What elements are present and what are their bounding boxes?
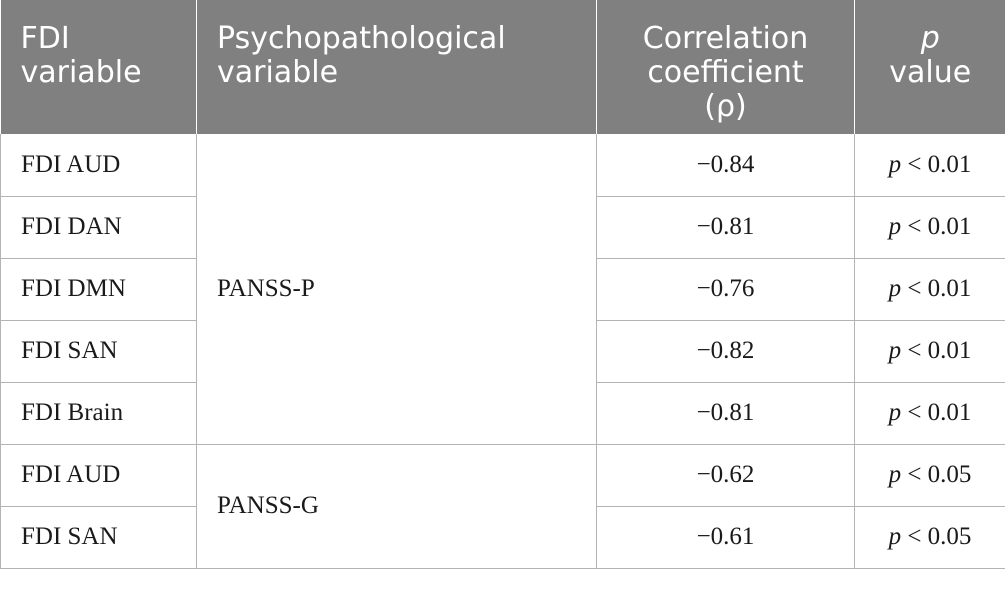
rho-cell: −0.84 — [596, 134, 855, 197]
rho-cell: −0.62 — [596, 443, 855, 507]
table-row: FDI AUD PANSS-G −0.62 p < 0.05 — [0, 443, 1005, 569]
fdi-cell: FDI SAN — [0, 319, 197, 383]
table-row: FDI DAN −0.81 p < 0.01 — [0, 195, 1005, 259]
correlation-table: FDI variable Psychopathological variable… — [0, 0, 1005, 569]
p-value-cell: p < 0.01 — [854, 134, 1005, 197]
rho-cell: −0.76 — [596, 257, 855, 321]
p-value-cell: p < 0.01 — [854, 195, 1005, 259]
p-value-cell: p < 0.05 — [854, 505, 1005, 569]
header-psychopathological-variable: Psychopathological variable — [196, 0, 597, 134]
table-row: FDI AUD PANSS-P −0.84 p < 0.01 — [0, 134, 1005, 445]
table-body: FDI AUD PANSS-P −0.84 p < 0.01 FDI DAN −… — [0, 134, 1005, 569]
header-fdi-variable: FDI variable — [0, 0, 197, 134]
table-row: FDI SAN −0.61 p < 0.05 — [0, 505, 1005, 569]
p-value-cell: p < 0.01 — [854, 319, 1005, 383]
rho-cell: −0.81 — [596, 195, 855, 259]
table-row: FDI SAN −0.82 p < 0.01 — [0, 319, 1005, 383]
fdi-cell: FDI AUD — [0, 134, 197, 197]
fdi-cell: FDI DAN — [0, 195, 197, 259]
p-value-cell: p < 0.01 — [854, 381, 1005, 445]
psych-variable-cell: PANSS-G — [196, 443, 597, 569]
rho-cell: −0.82 — [596, 319, 855, 383]
header-p-value: p value — [854, 0, 1005, 134]
rho-cell: −0.61 — [596, 505, 855, 569]
rho-cell: −0.81 — [596, 381, 855, 445]
fdi-cell: FDI Brain — [0, 381, 197, 445]
p-value-cell: p < 0.01 — [854, 257, 1005, 321]
fdi-cell: FDI AUD — [0, 443, 197, 507]
header-correlation-coefficient: Correlation coefficient (ρ) — [596, 0, 855, 134]
p-value-cell: p < 0.05 — [854, 443, 1005, 507]
table-header: FDI variable Psychopathological variable… — [0, 0, 1005, 134]
table-row: FDI Brain −0.81 p < 0.01 — [0, 381, 1005, 445]
psych-variable-cell: PANSS-P — [196, 134, 597, 445]
fdi-cell: FDI DMN — [0, 257, 197, 321]
fdi-cell: FDI SAN — [0, 505, 197, 569]
